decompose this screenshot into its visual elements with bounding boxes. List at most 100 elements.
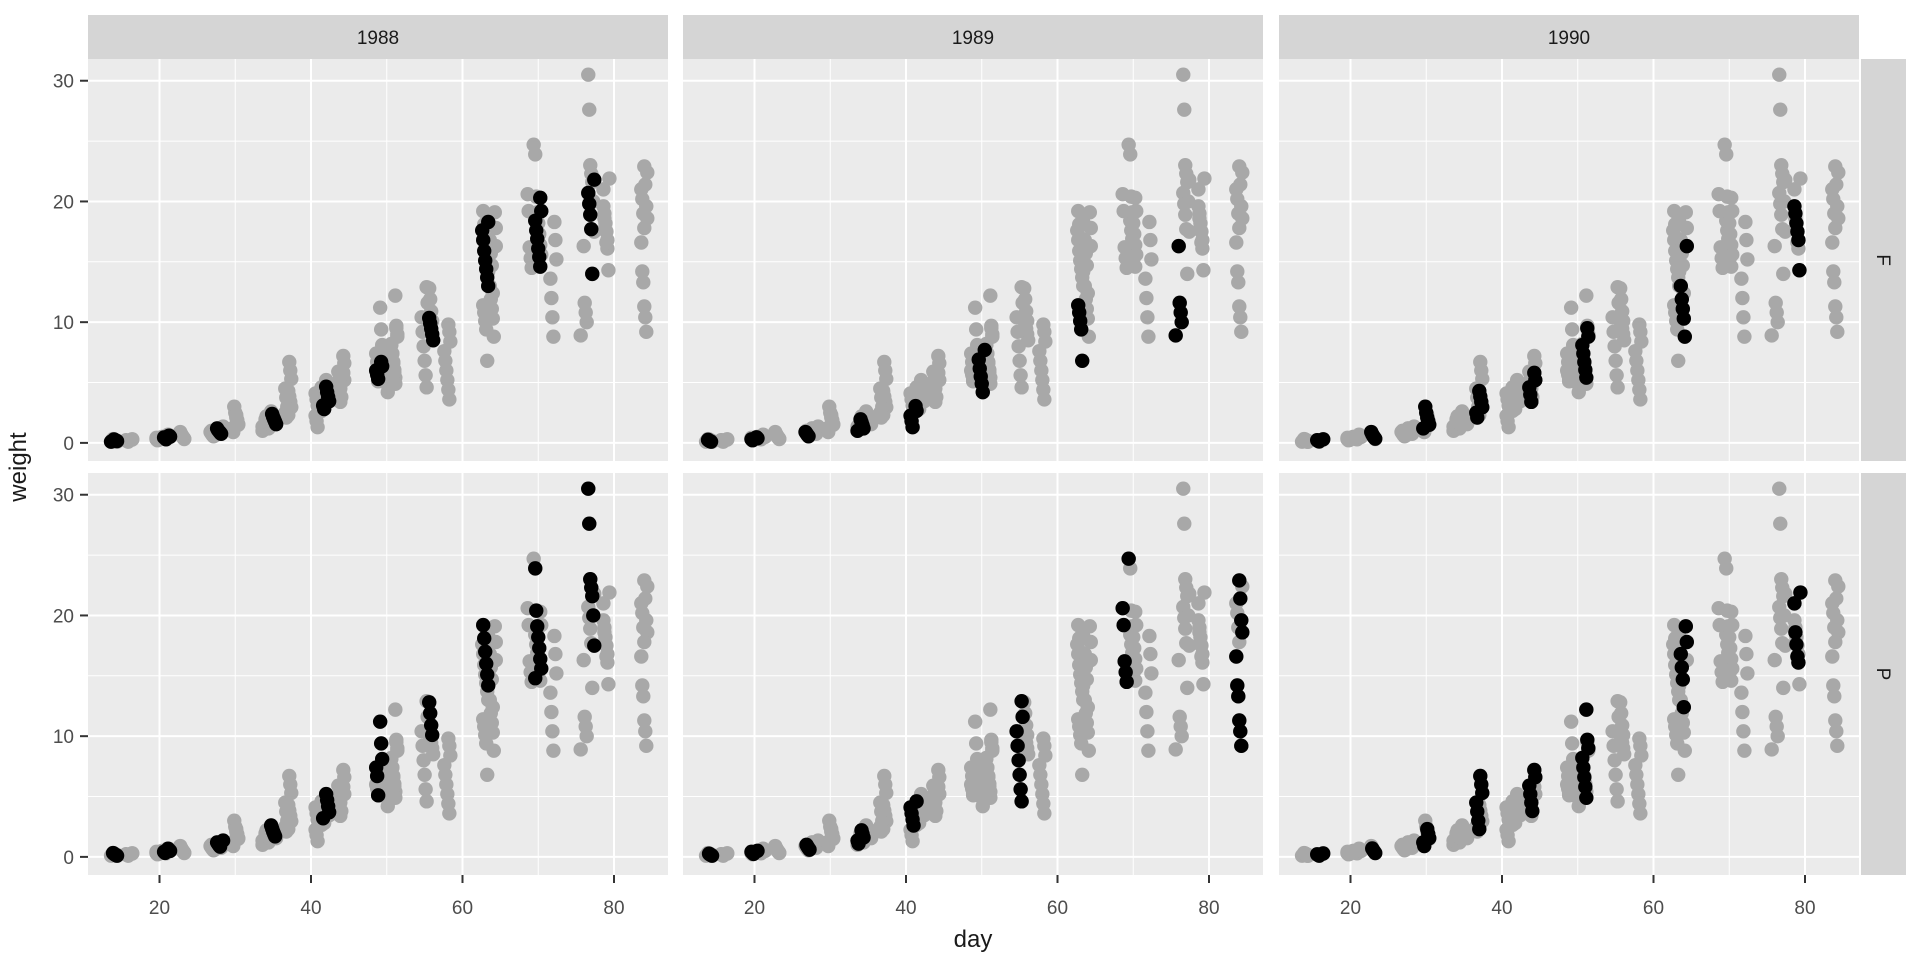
highlight-point <box>1234 613 1249 628</box>
background-point <box>1181 608 1196 623</box>
background-point <box>576 238 591 254</box>
background-point <box>601 677 616 692</box>
background-point <box>1667 617 1682 633</box>
background-point <box>720 846 735 861</box>
background-point <box>418 368 433 383</box>
facet-strip-year-1989 <box>683 15 1263 59</box>
highlight-point <box>1229 649 1244 664</box>
highlight-point <box>1232 713 1247 728</box>
highlight-point <box>1010 738 1025 754</box>
background-point <box>1712 203 1727 219</box>
highlight-point <box>528 561 543 576</box>
highlight-point <box>1011 753 1026 768</box>
background-point <box>1668 217 1683 232</box>
y-tick-label: 10 <box>53 727 74 748</box>
background-point <box>1792 677 1807 692</box>
highlight-point <box>1788 625 1803 640</box>
background-point <box>1787 182 1802 197</box>
highlight-point <box>584 222 599 237</box>
highlight-point <box>1172 295 1187 311</box>
highlight-point <box>1012 767 1027 783</box>
background-point <box>1767 652 1782 668</box>
highlight-point <box>478 644 493 659</box>
background-point <box>1117 240 1132 255</box>
background-point <box>637 713 652 728</box>
background-point <box>1711 601 1726 616</box>
facet-strips-layer: 1988 1989 1990 F P <box>88 15 1906 875</box>
highlight-point <box>1679 634 1694 650</box>
background-point <box>1776 680 1791 696</box>
background-point <box>487 619 502 634</box>
background-point <box>1197 171 1212 186</box>
background-point <box>1772 481 1787 496</box>
background-point <box>598 637 613 652</box>
background-point <box>1505 380 1520 395</box>
x-tick-label: 20 <box>1340 898 1361 919</box>
background-point <box>1233 310 1248 325</box>
highlight-point <box>1316 846 1331 861</box>
background-point <box>602 585 617 600</box>
background-point <box>419 279 434 295</box>
highlight-point <box>1580 321 1595 336</box>
background-point <box>1450 823 1465 838</box>
background-point <box>1774 572 1789 587</box>
background-point <box>596 596 611 611</box>
background-point <box>488 634 503 650</box>
background-point <box>968 322 984 337</box>
background-point <box>526 137 541 152</box>
background-point <box>1191 596 1206 611</box>
background-point <box>486 743 501 758</box>
facet-strip-label-year: 1989 <box>952 28 994 49</box>
x-tick-label: 80 <box>1198 898 1219 919</box>
background-point <box>1772 67 1787 82</box>
background-point <box>634 596 649 611</box>
background-point <box>583 158 598 173</box>
highlight-point <box>476 617 491 633</box>
background-point <box>544 290 559 306</box>
highlight-point <box>581 185 596 201</box>
facet-strip-label-variety: F <box>1872 254 1893 266</box>
background-point <box>636 620 651 635</box>
highlight-point <box>1579 702 1594 717</box>
axes-layer: 20 40 60 80 20 40 60 80 20 40 60 80 0 10 20 30 0 10 20 30 <box>53 72 1816 919</box>
highlight-point <box>583 572 598 587</box>
background-point <box>720 432 735 447</box>
background-point <box>1776 266 1791 282</box>
background-point <box>543 685 558 700</box>
background-point <box>389 318 404 333</box>
background-point <box>1127 226 1142 242</box>
background-point <box>1127 640 1142 656</box>
background-point <box>480 767 495 783</box>
background-point <box>1012 353 1027 369</box>
highlight-point <box>1418 399 1433 414</box>
background-point <box>597 211 612 226</box>
background-point <box>1181 194 1196 209</box>
background-point <box>1139 704 1154 720</box>
background-point <box>1346 843 1361 859</box>
background-point <box>1191 182 1206 197</box>
highlight-point <box>1674 660 1689 675</box>
background-point <box>1579 288 1594 303</box>
background-point <box>1740 252 1755 267</box>
highlight-point <box>1789 637 1804 652</box>
highlight-point <box>977 342 992 358</box>
background-point <box>1736 310 1751 325</box>
background-point <box>549 666 564 681</box>
background-point <box>824 821 839 837</box>
highlight-point <box>909 794 924 809</box>
background-point <box>1764 742 1779 757</box>
background-point <box>1768 295 1783 311</box>
background-point <box>983 288 998 303</box>
background-point <box>769 841 784 856</box>
background-point <box>1768 709 1783 725</box>
background-point <box>637 220 652 236</box>
highlight-point <box>479 656 494 671</box>
background-point <box>1192 625 1207 640</box>
background-point <box>372 300 388 315</box>
x-tick-label: 80 <box>603 898 624 919</box>
background-point <box>486 329 501 344</box>
background-point <box>419 380 434 395</box>
background-point <box>1825 235 1840 250</box>
background-point <box>582 102 597 117</box>
background-point <box>1831 579 1846 594</box>
